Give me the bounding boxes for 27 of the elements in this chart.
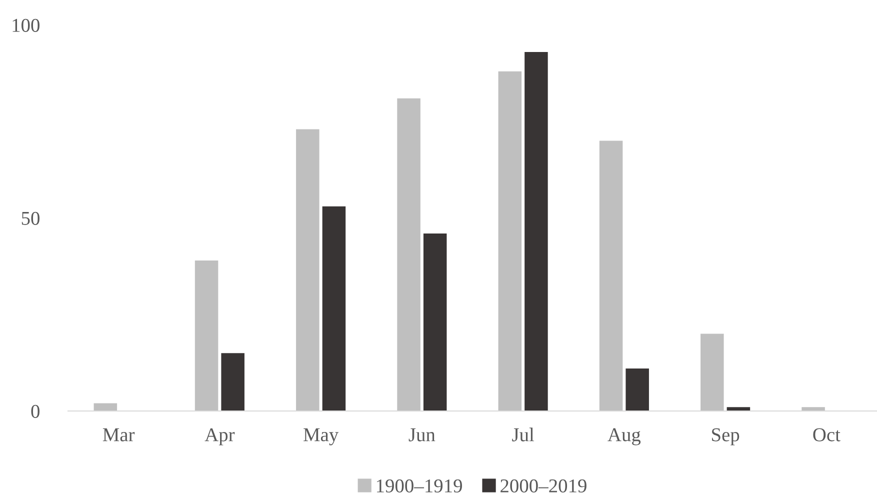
bar <box>296 129 320 411</box>
x-tick-label: Apr <box>204 428 235 446</box>
bar <box>626 368 649 411</box>
bar <box>599 140 623 411</box>
x-tick-label: Jun <box>408 428 436 442</box>
bar <box>802 407 825 411</box>
bar <box>524 52 548 411</box>
bar <box>94 403 118 411</box>
x-tick-label: Oct <box>813 428 840 442</box>
x-tick-label: Aug <box>608 428 641 446</box>
bar <box>397 98 420 411</box>
bar <box>322 206 346 411</box>
legend-label: 1900–1919 <box>376 479 462 492</box>
bar <box>726 407 750 411</box>
bar <box>423 233 447 411</box>
bar <box>221 353 244 411</box>
legend-label: 2000–2019 <box>500 479 586 492</box>
x-tick-label: Jul <box>512 428 534 442</box>
x-tick-label: Sep <box>712 428 740 446</box>
y-tick-label: 100 <box>12 18 40 32</box>
x-tick-label: Mar <box>102 428 135 442</box>
bar <box>194 260 218 411</box>
y-tick-label: 50 <box>22 212 40 225</box>
x-tick-label: May <box>304 428 339 446</box>
bar <box>498 71 522 411</box>
bar <box>700 334 724 411</box>
y-tick-label: 0 <box>31 404 40 418</box>
